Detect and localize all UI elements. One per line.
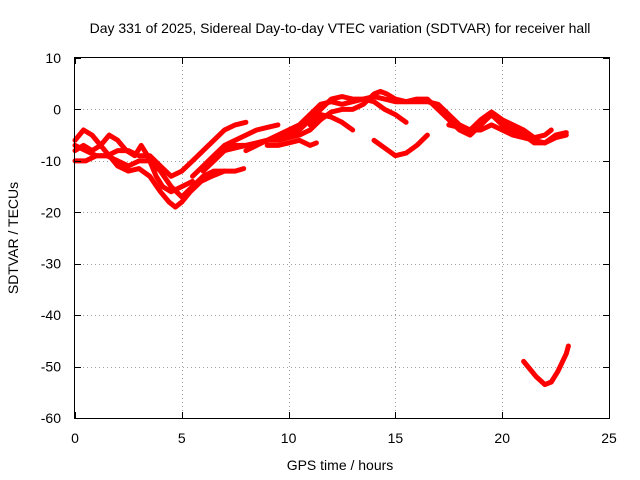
y-tick-label: -50 xyxy=(41,359,61,375)
x-tick-label: 15 xyxy=(388,430,404,446)
series-line-trace-11 xyxy=(371,132,430,159)
y-tick-label: 10 xyxy=(45,50,61,66)
x-axis-label: GPS time / hours xyxy=(287,457,394,473)
axis-ticks: 0 5 10 15 20 25 10 0 -10 -20 -30 -40 -50 -60 xyxy=(41,50,617,446)
series-line-trace-8 xyxy=(243,96,409,154)
x-tick-label: 0 xyxy=(71,430,79,446)
y-tick-label: -60 xyxy=(41,410,61,426)
y-tick-label: -10 xyxy=(41,153,61,169)
chart-title: Day 331 of 2025, Sidereal Day-to-day VTE… xyxy=(90,20,591,36)
y-tick-label: 0 xyxy=(53,101,61,117)
y-axis-label: SDTVAR / TECUs xyxy=(5,182,21,294)
series-line-trace-4 xyxy=(72,119,249,179)
series-line-trace-13 xyxy=(521,343,571,388)
series-line-trace-9 xyxy=(264,137,319,148)
y-tick-label: -40 xyxy=(41,307,61,323)
x-tick-label: 10 xyxy=(281,430,297,446)
plot-frame xyxy=(74,57,610,419)
series-line-trace-10 xyxy=(307,112,356,133)
y-tick-label: -20 xyxy=(41,204,61,220)
series-line-trace-7 xyxy=(222,88,569,154)
x-tick-label: 25 xyxy=(601,430,617,446)
x-tick-label: 5 xyxy=(178,430,186,446)
series-layer xyxy=(72,88,571,388)
x-tick-label: 20 xyxy=(494,430,510,446)
series-line-trace-5 xyxy=(190,122,281,179)
series-line-trace-12 xyxy=(446,109,554,141)
y-tick-label: -30 xyxy=(41,256,61,272)
